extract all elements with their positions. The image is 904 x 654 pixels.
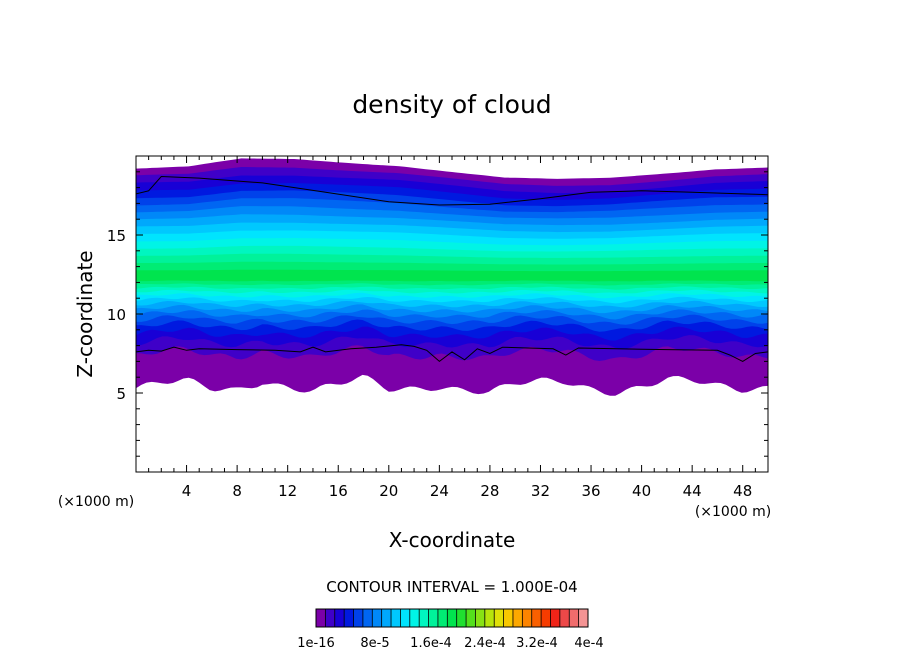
- colorbar-swatch: [447, 609, 457, 627]
- x-tick-label: 4: [182, 482, 192, 500]
- colorbar-swatch: [353, 609, 364, 627]
- contour-line: [136, 344, 768, 363]
- colorbar-swatch: [475, 609, 486, 627]
- colorbar-frame: [315, 608, 589, 628]
- x-axis-label: X-coordinate: [389, 528, 516, 552]
- z-tick-label: 5: [116, 385, 126, 403]
- y-tick-labels: 5 10 15: [107, 227, 126, 403]
- colorbar-swatch: [484, 609, 495, 627]
- colorbar-swatch: [559, 609, 570, 627]
- z-axis-label: Z-coordinate: [73, 250, 97, 377]
- x-tick-label: 24: [430, 482, 449, 500]
- colorbar-label: 2.4e-4: [464, 636, 506, 651]
- colorbar-swatch: [578, 609, 589, 627]
- colorbar-swatch: [503, 609, 514, 627]
- contour-line: [136, 175, 768, 206]
- x-tick-label: 44: [683, 482, 702, 500]
- colorbar-label: 1e-16: [297, 636, 335, 651]
- colorbar-swatch: [569, 609, 579, 627]
- colorbar-label: 3.2e-4: [516, 636, 558, 651]
- x-tick-label: 32: [531, 482, 550, 500]
- axis-ticks: [136, 156, 768, 472]
- x-tick-labels: 4 8 12 16 20 24 28 32 36 40 44 48: [182, 482, 752, 500]
- x-tick-label: 36: [581, 482, 600, 500]
- colorbar-swatch: [531, 609, 542, 627]
- colorbar-swatch: [400, 609, 411, 627]
- x-tick-label: 20: [379, 482, 398, 500]
- x-tick-label: 28: [480, 482, 499, 500]
- x-tick-label: 8: [232, 482, 242, 500]
- colorbar-swatch: [344, 609, 354, 627]
- x-tick-label: 16: [329, 482, 348, 500]
- x-unit-label: (×1000 m): [695, 504, 771, 520]
- colorbar-swatch: [409, 609, 420, 627]
- x-tick-label: 40: [632, 482, 651, 500]
- colorbar-labels: 1e-16 8e-5 1.6e-4 2.4e-4 3.2e-4 4e-4: [297, 636, 603, 651]
- density-band: [136, 269, 768, 282]
- density-field: [136, 158, 768, 396]
- colorbar-swatch: [372, 609, 382, 627]
- colorbar-swatch: [325, 609, 336, 627]
- colorbar-swatch: [391, 609, 401, 627]
- colorbar-label: 1.6e-4: [410, 636, 452, 651]
- colorbar-swatch: [456, 609, 467, 627]
- colorbar-label: 8e-5: [360, 636, 389, 651]
- colorbar-swatch: [522, 609, 533, 627]
- z-tick-label: 10: [107, 306, 126, 324]
- colorbar-label: 4e-4: [574, 636, 603, 651]
- colorbar-swatch: [550, 609, 561, 627]
- colorbar-swatch: [541, 609, 551, 627]
- colorbar-swatch: [362, 609, 373, 627]
- colorbar-swatch: [428, 609, 439, 627]
- colorbar-swatch: [334, 609, 345, 627]
- x-tick-label: 48: [733, 482, 752, 500]
- colorbar-swatch: [381, 609, 392, 627]
- contour-lines: [136, 175, 768, 363]
- z-tick-label: 15: [107, 227, 126, 245]
- colorbar-swatch: [437, 609, 448, 627]
- colorbar-swatch: [512, 609, 523, 627]
- x-tick-label: 12: [278, 482, 297, 500]
- chart-title: density of cloud: [352, 90, 551, 119]
- z-unit-label: (×1000 m): [58, 494, 134, 510]
- colorbar-swatch: [316, 609, 326, 627]
- colorbar-swatch: [466, 609, 476, 627]
- colorbar-swatch: [494, 609, 504, 627]
- contour-interval-text: CONTOUR INTERVAL = 1.000E-04: [326, 578, 577, 596]
- colorbar: [315, 608, 589, 628]
- colorbar-swatch: [419, 609, 429, 627]
